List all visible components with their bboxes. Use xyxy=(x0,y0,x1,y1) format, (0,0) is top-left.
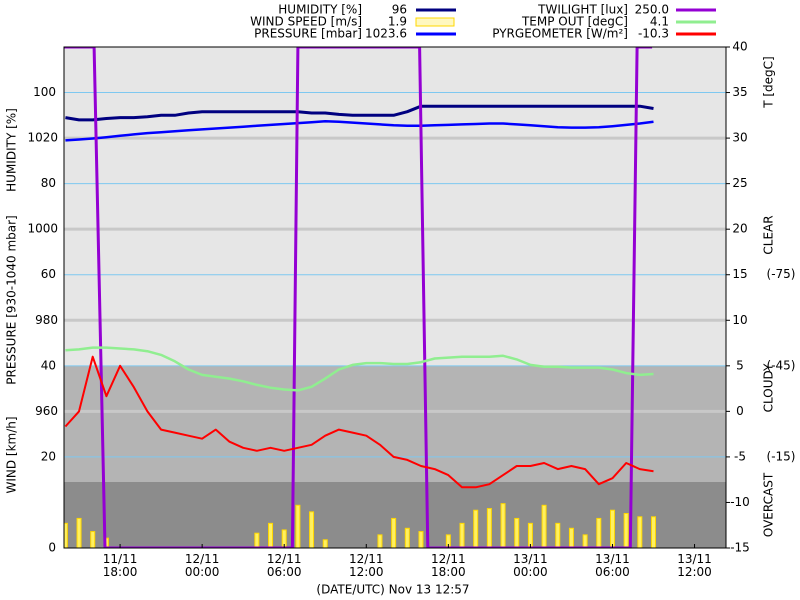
legend-label: PYRGEOMETER [W/m²] xyxy=(492,27,628,41)
temp-tick-label: -5 xyxy=(734,449,746,463)
pyrgeometer-tick-label: (-75) xyxy=(767,267,796,281)
x-tick-label: 12/11 12:00 xyxy=(348,552,384,579)
wind-bar xyxy=(473,509,479,548)
pressure-tick-label: 1000 xyxy=(27,222,58,236)
wind-bar xyxy=(637,516,643,548)
right-axis-title: T [degC] xyxy=(762,56,776,109)
wind-bar xyxy=(582,534,588,548)
temp-tick-label: 5 xyxy=(736,358,744,372)
temp-tick-label: 15 xyxy=(732,267,747,281)
legend-label: TEMP OUT [degC] xyxy=(521,15,628,29)
temp-tick-label: 40 xyxy=(732,40,747,54)
humidity-tick-label: 80 xyxy=(41,176,56,190)
wind-bar xyxy=(596,517,602,548)
legend-swatch xyxy=(415,17,455,27)
plot-frame xyxy=(63,46,727,549)
legend-value: -10.3 xyxy=(638,27,669,41)
cloudy-band xyxy=(64,366,726,482)
humidity-tick-label: 20 xyxy=(41,449,56,463)
legend-value: 4.1 xyxy=(650,15,669,29)
pyrgeometer-tick-label: (-45) xyxy=(767,358,796,372)
wind-bar xyxy=(555,522,561,548)
pressure-tick-label: 1020 xyxy=(27,131,58,145)
clear-band xyxy=(64,47,726,366)
wind-bar xyxy=(541,504,547,548)
left-axis-title: HUMIDITY [%] xyxy=(5,108,19,192)
legend-value: 250.0 xyxy=(635,3,669,17)
humidity-tick-label: 100 xyxy=(33,85,56,99)
wind-bar xyxy=(651,516,657,548)
legend-label: TWILIGHT [lux] xyxy=(537,3,628,17)
wind-bar xyxy=(514,517,520,548)
wind-bar xyxy=(568,527,574,548)
wind-bar xyxy=(281,529,287,548)
series-line xyxy=(64,47,653,548)
pressure-tick-label: 980 xyxy=(35,313,58,327)
x-tick-label: 12/11 06:00 xyxy=(266,552,302,579)
left-axis-title: PRESSURE [930-1040 mbar] xyxy=(5,215,19,384)
wind-bar xyxy=(486,508,492,548)
series-line xyxy=(65,346,654,392)
wind-bar xyxy=(254,532,260,548)
legend-value: 96 xyxy=(392,3,407,17)
wind-bar xyxy=(609,509,615,548)
x-tick-label: 13/11 12:00 xyxy=(677,552,712,579)
temp-tick-label: 0 xyxy=(736,404,744,418)
x-tick-label: 13/11 00:00 xyxy=(513,552,548,579)
wind-bar xyxy=(309,511,315,548)
temp-tick-label: 25 xyxy=(732,176,747,190)
wind-bar xyxy=(527,522,533,548)
right-axis-title: OVERCAST xyxy=(762,472,776,537)
temp-tick-label: 10 xyxy=(732,313,747,327)
left-axis-title: WIND [km/h] xyxy=(5,416,19,493)
pressure-tick-label: 960 xyxy=(35,404,58,418)
wind-bar xyxy=(391,517,397,548)
wind-bar xyxy=(322,539,328,548)
wind-bar xyxy=(404,527,410,548)
temp-tick-label: 35 xyxy=(732,85,747,99)
x-axis-title: (DATE/UTC) Nov 13 12:57 xyxy=(316,583,469,597)
pyrgeometer-tick-label: (-15) xyxy=(767,449,796,463)
right-axis-title: CLEAR xyxy=(762,215,776,254)
legend-label: WIND SPEED [m/s] xyxy=(250,15,362,29)
wind-bar xyxy=(418,531,424,548)
humidity-tick-label: 0 xyxy=(48,541,56,555)
wind-bar xyxy=(623,513,629,548)
humidity-tick-label: 60 xyxy=(41,267,56,281)
wind-bar xyxy=(268,522,274,548)
series-line xyxy=(64,355,654,489)
wind-bar xyxy=(459,522,465,548)
humidity-tick-label: 40 xyxy=(41,358,56,372)
right-axis-title: CLOUDY xyxy=(762,363,776,412)
legend-label: HUMIDITY [%] xyxy=(278,3,362,17)
x-tick-label: 12/11 18:00 xyxy=(431,552,466,579)
wind-bar xyxy=(500,503,506,548)
wind-bar xyxy=(377,534,383,548)
wind-bar xyxy=(90,531,96,548)
series-line xyxy=(65,104,654,122)
legend-value: 1.9 xyxy=(388,15,407,29)
wind-bar xyxy=(64,522,68,548)
temp-tick-label: -15 xyxy=(730,541,750,555)
temp-tick-label: -10 xyxy=(730,495,750,509)
x-tick-label: 11/11 18:00 xyxy=(102,552,138,579)
x-tick-label: 13/11 06:00 xyxy=(595,552,630,579)
wind-bar xyxy=(76,517,82,548)
legend-value: 1023.6 xyxy=(365,27,407,41)
series-line xyxy=(65,119,654,142)
x-tick-label: 12/11 00:00 xyxy=(184,552,220,579)
temp-tick-label: 30 xyxy=(732,131,747,145)
temp-tick-label: 20 xyxy=(732,222,747,236)
wind-bar xyxy=(295,504,301,548)
legend-label: PRESSURE [mbar] xyxy=(254,27,362,41)
